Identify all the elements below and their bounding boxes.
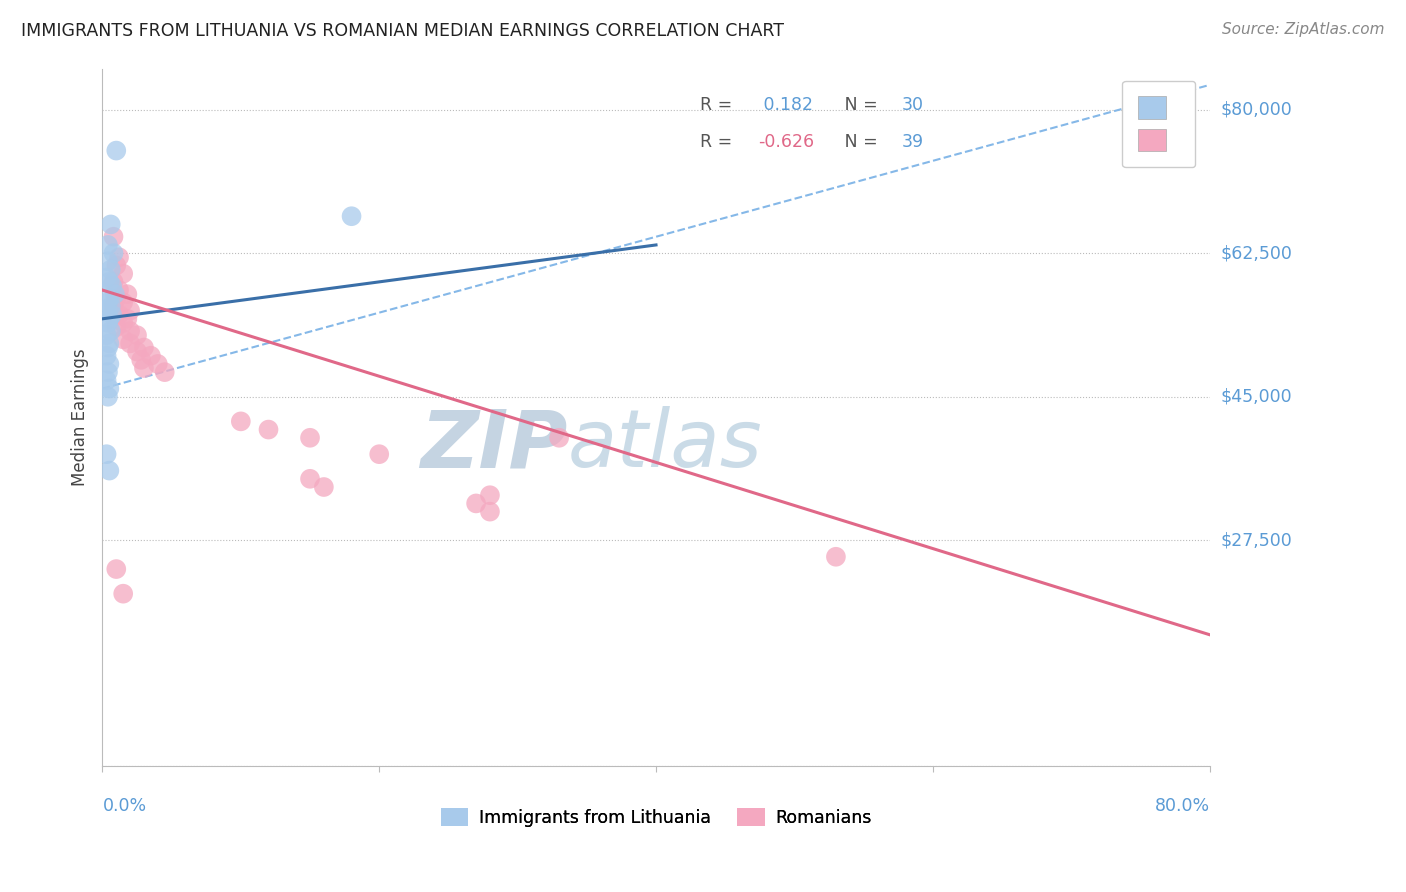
- Point: [97, 238, 120, 252]
- Point: [98, 464, 121, 478]
- Point: [105, 259, 128, 273]
- Point: [103, 300, 125, 314]
- Text: $80,000: $80,000: [1220, 101, 1292, 119]
- Point: [105, 320, 128, 334]
- Point: [120, 303, 142, 318]
- Point: [97, 316, 120, 330]
- Text: $62,500: $62,500: [1220, 244, 1292, 262]
- Point: [96, 270, 118, 285]
- Point: [112, 316, 135, 330]
- Point: [97, 341, 120, 355]
- Point: [100, 262, 122, 277]
- Point: [96, 373, 118, 387]
- Point: [146, 357, 169, 371]
- Text: $27,500: $27,500: [1220, 532, 1292, 549]
- Text: IMMIGRANTS FROM LITHUANIA VS ROMANIAN MEDIAN EARNINGS CORRELATION CHART: IMMIGRANTS FROM LITHUANIA VS ROMANIAN ME…: [21, 22, 785, 40]
- Text: N =: N =: [839, 133, 883, 151]
- Point: [125, 344, 148, 359]
- Point: [97, 295, 120, 310]
- Point: [98, 357, 121, 371]
- Point: [117, 287, 139, 301]
- Text: Source: ZipAtlas.com: Source: ZipAtlas.com: [1222, 22, 1385, 37]
- Point: [108, 308, 131, 322]
- Point: [153, 365, 176, 379]
- Point: [368, 447, 391, 461]
- Point: [98, 336, 121, 351]
- Text: R =: R =: [700, 133, 738, 151]
- Point: [98, 382, 121, 396]
- Point: [132, 341, 155, 355]
- Point: [96, 303, 118, 318]
- Point: [129, 352, 152, 367]
- Text: $45,000: $45,000: [1220, 388, 1292, 406]
- Point: [96, 447, 118, 461]
- Point: [101, 308, 124, 322]
- Point: [98, 291, 121, 305]
- Text: 0.182: 0.182: [758, 95, 813, 114]
- Point: [312, 480, 335, 494]
- Legend: Immigrants from Lithuania, Romanians: Immigrants from Lithuania, Romanians: [433, 801, 879, 834]
- Point: [96, 328, 118, 343]
- Point: [105, 291, 128, 305]
- Point: [97, 390, 120, 404]
- Text: -0.626: -0.626: [758, 133, 814, 151]
- Text: atlas: atlas: [568, 406, 762, 484]
- Point: [98, 311, 121, 326]
- Point: [112, 587, 135, 601]
- Y-axis label: Median Earnings: Median Earnings: [72, 349, 89, 486]
- Point: [100, 218, 122, 232]
- Point: [97, 365, 120, 379]
- Point: [117, 311, 139, 326]
- Point: [108, 250, 131, 264]
- Point: [257, 423, 280, 437]
- Text: 30: 30: [901, 95, 924, 114]
- Point: [103, 275, 125, 289]
- Point: [478, 488, 501, 502]
- Text: 39: 39: [901, 133, 924, 151]
- Point: [100, 300, 122, 314]
- Text: R =: R =: [700, 95, 738, 114]
- Text: ZIP: ZIP: [420, 406, 568, 484]
- Point: [112, 267, 135, 281]
- Point: [125, 328, 148, 343]
- Point: [96, 349, 118, 363]
- Point: [120, 324, 142, 338]
- Point: [299, 472, 322, 486]
- Point: [112, 332, 135, 346]
- Point: [97, 254, 120, 268]
- Point: [478, 505, 501, 519]
- Point: [229, 414, 252, 428]
- Point: [340, 209, 363, 223]
- Point: [105, 144, 128, 158]
- Point: [825, 549, 848, 564]
- Point: [100, 324, 122, 338]
- Text: N =: N =: [839, 95, 883, 114]
- Point: [108, 283, 131, 297]
- Point: [98, 275, 121, 289]
- Point: [112, 295, 135, 310]
- Point: [299, 431, 322, 445]
- Point: [465, 496, 488, 510]
- Text: 80.0%: 80.0%: [1154, 797, 1209, 814]
- Text: 0.0%: 0.0%: [103, 797, 146, 814]
- Point: [139, 349, 162, 363]
- Point: [120, 336, 142, 351]
- Point: [548, 431, 571, 445]
- Point: [101, 279, 124, 293]
- Point: [103, 246, 125, 260]
- Point: [105, 562, 128, 576]
- Point: [104, 287, 127, 301]
- Point: [132, 361, 155, 376]
- Point: [103, 229, 125, 244]
